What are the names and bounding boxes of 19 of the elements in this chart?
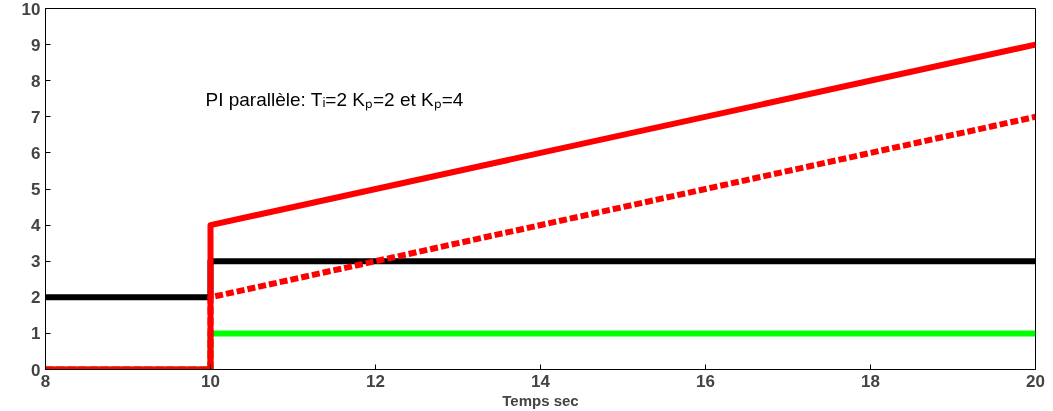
x-tick-label: 12 [366, 371, 385, 391]
x-tick-label: 10 [201, 371, 220, 391]
y-tick-label: 10 [21, 0, 41, 19]
x-tick-label: 18 [861, 371, 880, 391]
annotation: PI parallèle: Tᵢ=2 Kₚ=2 et Kₚ=4 [205, 88, 464, 111]
y-tick-label: 1 [31, 324, 41, 344]
y-tick-label: 9 [31, 35, 41, 55]
y-tick-label: 2 [31, 288, 41, 308]
x-tick-label: 20 [1026, 371, 1045, 391]
y-tick-label: 7 [31, 107, 41, 127]
y-tick-label: 8 [31, 71, 41, 91]
x-tick-label: 16 [696, 371, 715, 391]
x-tick-label: 14 [531, 371, 551, 391]
y-tick-label: 3 [31, 252, 41, 272]
y-tick-label: 4 [31, 216, 42, 236]
x-axis-title: Temps sec [502, 391, 579, 409]
y-tick-label: 0 [31, 360, 41, 380]
y-tick-label: 6 [31, 143, 41, 163]
y-tick-label: 5 [31, 180, 41, 199]
